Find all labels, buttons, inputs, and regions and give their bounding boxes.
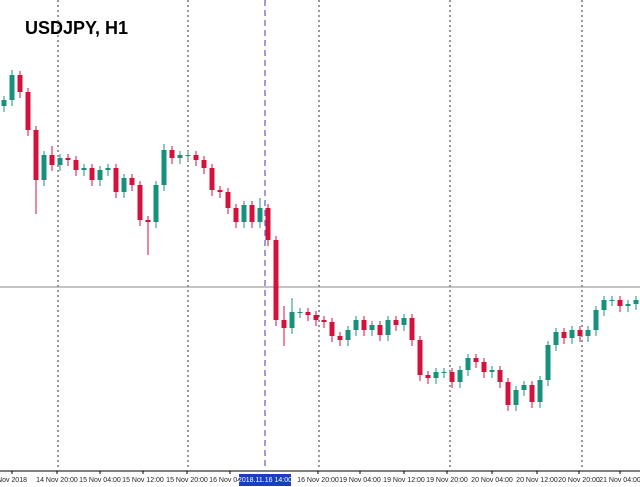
- candle-body: [193, 155, 199, 160]
- x-tick-label: Nov 2018: [0, 477, 27, 484]
- candle-body: [449, 372, 455, 382]
- candle-body: [321, 320, 327, 322]
- candle-body: [129, 178, 135, 185]
- candle-body: [385, 320, 391, 335]
- candle-body: [177, 155, 183, 158]
- candle-body: [329, 322, 335, 336]
- chart-title: USDJPY, H1: [25, 18, 128, 38]
- candle-body: [265, 208, 271, 240]
- candle-body: [305, 312, 311, 315]
- candle-body: [401, 318, 407, 325]
- cursor-label-box: [239, 474, 291, 486]
- candle-body: [417, 340, 423, 375]
- candle-body: [561, 332, 567, 338]
- candle-body: [409, 318, 415, 340]
- candle-body: [353, 320, 359, 330]
- candle-body: [121, 178, 127, 192]
- candle-body: [377, 325, 383, 335]
- candle-body: [201, 160, 207, 168]
- candle-body: [89, 168, 95, 180]
- candle-body: [345, 330, 351, 340]
- x-tick-label: 14 Nov 20:00: [36, 477, 78, 484]
- candle-body: [625, 304, 631, 306]
- candle-body: [593, 310, 599, 330]
- candle-body: [633, 300, 639, 304]
- candle-body: [393, 320, 399, 325]
- candle-body: [441, 372, 447, 373]
- candle-body: [57, 158, 63, 165]
- x-tick-label: 21 Nov 04:00: [599, 477, 640, 484]
- candle-body: [217, 190, 223, 192]
- candle-body: [273, 240, 279, 320]
- candle-body: [297, 312, 303, 313]
- candle-body: [257, 208, 263, 222]
- cursor-label: 2018.11.16 14:00: [238, 477, 292, 484]
- candle-body: [361, 320, 367, 330]
- candle-body: [569, 330, 575, 338]
- candle-body: [153, 185, 159, 222]
- x-tick-label: 15 Nov 20:00: [166, 477, 208, 484]
- x-tick-label: 19 Nov 12:00: [383, 477, 425, 484]
- candle-body: [145, 220, 151, 222]
- candle-body: [577, 330, 583, 336]
- candle-body: [97, 170, 103, 180]
- candle-body: [281, 320, 287, 328]
- candle-body: [481, 362, 487, 372]
- candle-body: [433, 372, 439, 378]
- candle-body: [73, 160, 79, 170]
- candle-body: [465, 358, 471, 370]
- candle-body: [225, 192, 231, 208]
- candle-body: [33, 130, 39, 180]
- candle-body: [457, 370, 463, 382]
- candle-body: [49, 155, 55, 165]
- candle-body: [161, 150, 167, 185]
- candle-body: [545, 345, 551, 380]
- candle-body: [553, 332, 559, 345]
- x-tick-label: 16 Nov 20:00: [297, 477, 339, 484]
- candle-body: [617, 300, 623, 306]
- candle-body: [233, 208, 239, 222]
- candle-body: [425, 375, 431, 378]
- candle-body: [513, 390, 519, 405]
- candle-body: [497, 370, 503, 382]
- candle-body: [537, 380, 543, 402]
- candle-body: [489, 370, 495, 372]
- candle-body: [609, 300, 615, 301]
- candle-body: [529, 385, 535, 402]
- candle-body: [249, 205, 255, 222]
- candle-body: [369, 325, 375, 330]
- x-tick-label: 15 Nov 04:00: [79, 477, 121, 484]
- candle-body: [25, 92, 31, 130]
- candle-body: [17, 75, 23, 92]
- x-tick-label: 16 Nov 04:00: [209, 477, 251, 484]
- candle-body: [65, 158, 71, 160]
- x-tick-label: 15 Nov 12:00: [122, 477, 164, 484]
- candle-body: [473, 358, 479, 362]
- candle-body: [505, 382, 511, 405]
- candle-body: [313, 315, 319, 320]
- candle-body: [585, 330, 591, 336]
- x-tick-label: 19 Nov 20:00: [426, 477, 468, 484]
- candle-body: [81, 168, 87, 170]
- candle-body: [337, 336, 343, 340]
- candle-body: [241, 205, 247, 222]
- candle-body: [601, 300, 607, 310]
- candle-body: [9, 75, 15, 100]
- x-tick-label: 20 Nov 20:00: [558, 477, 600, 484]
- candle-body: [1, 100, 7, 106]
- candle-body: [41, 155, 47, 180]
- x-tick-label: 20 Nov 04:00: [471, 477, 513, 484]
- x-tick-label: 20 Nov 12:00: [516, 477, 558, 484]
- candle-body: [521, 385, 527, 390]
- candle-body: [289, 312, 295, 328]
- candle-body: [185, 155, 191, 156]
- candle-body: [169, 150, 175, 158]
- candle-body: [209, 168, 215, 190]
- x-tick-label: 19 Nov 04:00: [339, 477, 381, 484]
- candle-body: [113, 168, 119, 192]
- candle-body: [105, 168, 111, 170]
- candle-body: [137, 185, 143, 220]
